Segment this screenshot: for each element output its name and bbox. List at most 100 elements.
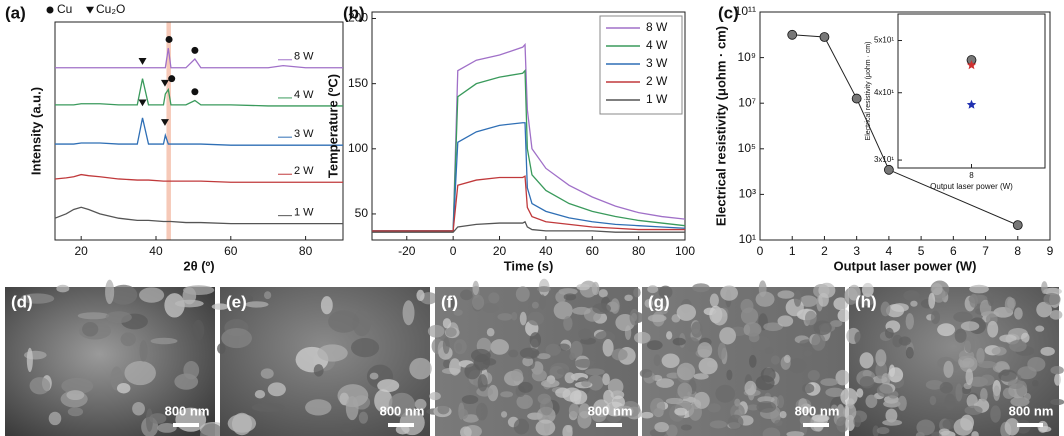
cu-marker: [165, 35, 173, 43]
grain: [691, 321, 703, 338]
grain: [531, 369, 547, 382]
grain: [818, 292, 829, 307]
grain: [979, 299, 992, 317]
grain: [1040, 346, 1055, 356]
grain: [813, 320, 832, 336]
y-tick-label: 150: [348, 76, 368, 90]
scale-bar: [388, 423, 414, 427]
grain: [497, 313, 513, 321]
grain: [345, 396, 359, 421]
grain: [1002, 387, 1015, 399]
grain: [339, 392, 350, 406]
grain: [607, 378, 624, 395]
grain: [647, 285, 659, 294]
grain: [251, 402, 285, 412]
y-tick-label: 50: [355, 206, 369, 220]
grain: [453, 309, 463, 316]
scale-bar: [1017, 423, 1043, 427]
grain: [472, 294, 485, 310]
grain: [56, 284, 70, 293]
grain: [267, 382, 286, 397]
grain: [740, 298, 754, 314]
grain: [853, 415, 862, 428]
grain: [67, 407, 84, 417]
grain: [709, 293, 719, 308]
data-line: [372, 220, 685, 233]
y-tick-label: 100: [348, 141, 368, 155]
grain: [640, 411, 654, 419]
series-label: 4 W: [294, 89, 314, 101]
grain: [910, 300, 918, 307]
grain: [783, 354, 791, 364]
grain: [898, 336, 911, 346]
grain: [105, 279, 115, 305]
grain: [872, 425, 880, 436]
grain: [942, 418, 956, 430]
grain: [598, 289, 608, 298]
grain: [572, 306, 591, 315]
grain: [925, 380, 944, 390]
x-tick-label: 8: [1014, 244, 1021, 258]
grain: [564, 372, 575, 384]
x-axis-label: Time (s): [504, 258, 554, 273]
grain: [540, 379, 560, 388]
grain: [962, 357, 975, 368]
y-tick-label: 10⁷: [738, 95, 756, 109]
star-marker: [966, 60, 977, 70]
grain: [149, 413, 167, 424]
grain: [1036, 301, 1052, 318]
grain: [661, 353, 680, 368]
grain: [798, 398, 808, 411]
grain: [536, 353, 551, 360]
grain: [1007, 379, 1024, 390]
x-axis-label: 2θ (º): [183, 258, 214, 273]
x-tick-label: 8: [969, 171, 974, 180]
x-tick-label: 2: [821, 244, 828, 258]
grain: [82, 322, 99, 337]
grain: [955, 383, 963, 402]
grain: [449, 358, 461, 376]
scale-bar: [173, 423, 199, 427]
grain: [876, 427, 890, 435]
grain: [749, 354, 757, 368]
y-tick-label: 10¹: [739, 232, 756, 246]
x-tick-label: 6: [950, 244, 957, 258]
grain: [500, 411, 508, 418]
grain: [442, 337, 450, 354]
grain: [377, 379, 400, 393]
grain: [1050, 366, 1064, 375]
grain: [263, 291, 272, 300]
grain: [847, 284, 861, 301]
grain: [254, 389, 266, 399]
grain: [726, 369, 733, 381]
series-label: 3 W: [294, 128, 314, 140]
grain: [611, 395, 625, 409]
x-tick-label: 60: [586, 244, 600, 258]
grain: [676, 304, 697, 321]
grain: [515, 286, 530, 302]
grain: [486, 327, 495, 337]
grain: [556, 368, 569, 375]
grain: [734, 398, 741, 407]
grain: [884, 327, 894, 339]
grain: [658, 285, 673, 299]
grain: [693, 373, 709, 380]
grain: [395, 424, 410, 435]
grain: [211, 303, 229, 310]
grain: [646, 340, 663, 351]
scale-bar-label: 800 nm: [588, 403, 633, 418]
y-tick-label: 10⁹: [738, 50, 757, 64]
grain: [555, 291, 567, 303]
grain: [944, 393, 956, 411]
grain: [511, 311, 518, 321]
grain: [719, 327, 736, 345]
grain: [954, 328, 967, 343]
x-tick-label: 20: [493, 244, 507, 258]
grain: [807, 370, 820, 381]
grain: [539, 294, 546, 310]
grain: [116, 382, 131, 394]
panel-label: (c): [718, 3, 739, 22]
x-tick-label: 80: [632, 244, 646, 258]
grain: [341, 423, 353, 433]
cu-marker: [191, 88, 199, 96]
